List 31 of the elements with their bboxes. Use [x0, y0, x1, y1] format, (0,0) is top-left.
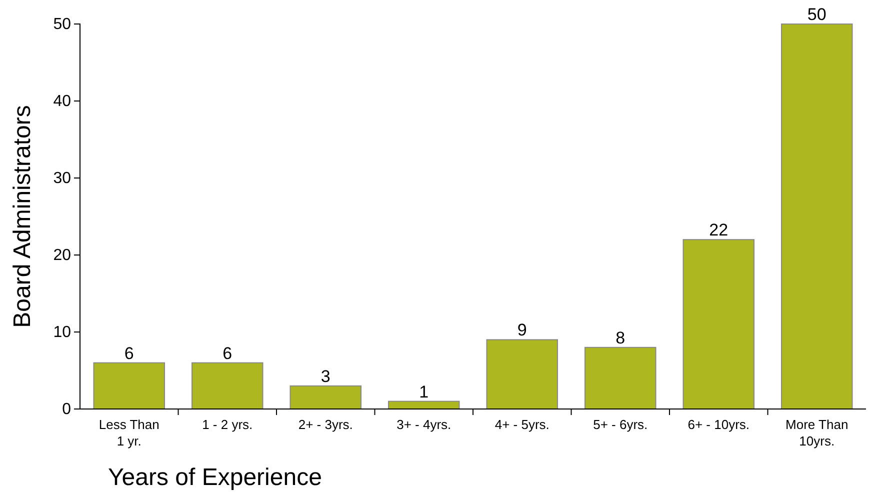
x-tick-label: 4+ - 5yrs.	[494, 417, 550, 432]
bar	[682, 239, 754, 410]
x-tick-label: Less Than 1 yr.	[98, 417, 160, 448]
x-tick-label: More Than 10yrs.	[786, 417, 848, 448]
data-label: 9	[517, 320, 527, 340]
data-label: 1	[419, 382, 429, 402]
x-tick-label: 6+ - 10yrs.	[688, 417, 750, 432]
x-tick-label: 1 - 2 yrs.	[202, 417, 253, 432]
data-label: 3	[320, 366, 330, 386]
y-tick-label: 30	[53, 170, 72, 188]
y-tick-label: 20	[53, 247, 72, 264]
y-axis-title: Board Administrators	[9, 105, 36, 328]
bar	[192, 362, 264, 410]
y-tick-label: 0	[62, 401, 72, 418]
x-axis-title: Years of Experience	[108, 464, 322, 491]
data-label: 6	[222, 344, 232, 363]
x-tick-label: 3+ - 4yrs.	[396, 417, 452, 432]
x-tick-label: 2+ - 3yrs.	[298, 417, 353, 432]
bar	[584, 346, 656, 410]
bar	[290, 385, 362, 410]
y-tick-label: 40	[53, 93, 72, 110]
y-tick-label: 50	[53, 16, 72, 34]
data-label: 22	[709, 220, 728, 240]
data-label: 8	[616, 328, 626, 348]
bar	[93, 362, 165, 410]
bar	[486, 339, 558, 410]
y-tick-label: 10	[53, 324, 72, 342]
data-label: 6	[124, 344, 134, 363]
x-tick-label: 5+ - 6yrs.	[593, 417, 648, 432]
data-label: 50	[807, 5, 826, 24]
bar	[781, 24, 853, 410]
